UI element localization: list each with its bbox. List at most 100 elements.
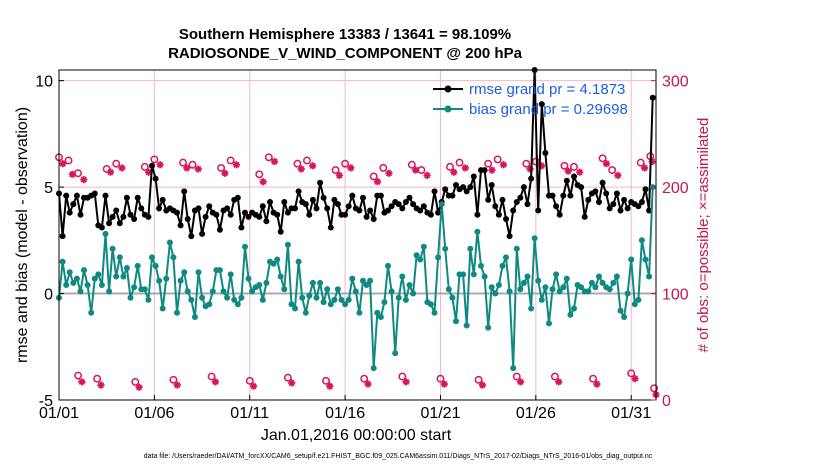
obs-assimilated-marker (614, 171, 622, 179)
rmse-point (188, 233, 195, 240)
bias-point (578, 284, 585, 291)
bias-point (352, 288, 359, 295)
obs-assimilated-stroke (462, 164, 469, 172)
rmse-point (435, 209, 442, 216)
obs-assimilated-marker (564, 167, 572, 175)
bias-point (149, 254, 155, 261)
obs-assimilated-stroke (80, 176, 87, 183)
bias-point (242, 243, 248, 250)
rmse-point (542, 150, 549, 156)
rmse-point (470, 173, 477, 180)
obs-assimilated-stroke (97, 381, 105, 389)
bias-point (141, 286, 148, 293)
rmse-point (520, 184, 527, 191)
obs-assimilated-stroke (488, 166, 496, 174)
obs-assimilated-stroke (565, 167, 572, 175)
bias-point (563, 275, 570, 282)
rmse-point (563, 177, 570, 184)
obs-assimilated-stroke (555, 378, 562, 386)
obs-possible-marker (188, 160, 197, 169)
rmse-point (578, 184, 585, 191)
obs-assimilated-marker (364, 380, 372, 388)
bias-point (621, 314, 628, 320)
obs-assimilated-marker (631, 375, 639, 383)
bias-point (635, 296, 642, 303)
obs-assimilated-marker (499, 161, 508, 169)
rmse-point (306, 211, 313, 218)
rmse-point (474, 211, 481, 218)
bias-point (503, 254, 509, 261)
obs-assimilated-stroke (374, 178, 381, 185)
rmse-point (324, 205, 331, 212)
rmse-point (613, 190, 620, 197)
obs-possible-marker (322, 376, 330, 385)
rmse-point (345, 203, 352, 210)
obs-assimilated-marker (145, 168, 153, 176)
bias-point (224, 294, 231, 301)
bias-point (481, 273, 488, 280)
bias-point (510, 365, 517, 372)
obs-assimilated-stroke (259, 178, 267, 185)
obs-assimilated-marker (173, 381, 181, 389)
rmse-point (503, 216, 509, 222)
rmse-point (592, 188, 599, 195)
rmse-point (302, 201, 309, 208)
obs-possible-marker (474, 375, 483, 384)
rmse-point (334, 201, 341, 208)
rmse-point (510, 207, 517, 214)
obs-assimilated-stroke (412, 166, 419, 174)
rmse-point (138, 205, 145, 212)
rmse-point (356, 207, 363, 214)
obs-possible-marker (570, 162, 578, 171)
obs-possible-marker (207, 372, 216, 381)
obs-assimilated-stroke (59, 160, 66, 167)
obs-possible-marker (484, 159, 493, 168)
obs-possible-marker (560, 161, 569, 170)
obs-assimilated-marker (97, 381, 105, 389)
obs-assimilated-marker (440, 380, 448, 388)
bias-point (449, 294, 456, 301)
rmse-point (177, 222, 184, 229)
bias-point (631, 301, 638, 308)
obs-assimilated-marker (288, 379, 296, 387)
obs-possible-marker (131, 377, 140, 386)
obs-assimilated-stroke (174, 381, 181, 389)
obs-assimilated-marker (347, 164, 355, 172)
obs-assimilated-marker (249, 382, 258, 390)
bias-point (263, 279, 270, 286)
obs-assimilated-stroke (641, 164, 648, 172)
obs-assimilated-marker (478, 381, 487, 389)
rmse-point (624, 205, 631, 212)
bias-point (231, 296, 238, 303)
rmse-point (431, 188, 438, 195)
rmse-point (442, 186, 449, 193)
bias-point (131, 284, 138, 291)
obs-assimilated-stroke (450, 169, 457, 176)
bias-point (98, 282, 105, 288)
rmse-point (342, 211, 349, 218)
rmse-point (59, 233, 66, 240)
rmse-point (638, 199, 645, 205)
rmse-point (109, 213, 116, 220)
bias-point (327, 301, 334, 308)
rmse-point (585, 196, 592, 203)
obs-assimilated-marker (593, 380, 601, 388)
obs-assimilated-stroke (364, 380, 372, 388)
x-tick-label: 01/11 (230, 405, 269, 422)
rmse-point (216, 226, 223, 233)
obs-possible-marker (341, 159, 350, 168)
bias-point (445, 286, 452, 293)
obs-assimilated-marker (385, 169, 393, 177)
rmse-point (102, 192, 109, 199)
bias-point (109, 245, 116, 252)
bias-point (567, 311, 574, 318)
bias-point (553, 271, 560, 278)
bias-point (113, 273, 120, 280)
y-tick-label: 10 (35, 74, 53, 91)
rmse-point (98, 224, 105, 231)
bias-point (295, 258, 302, 265)
bias-point (270, 260, 277, 267)
obs-assimilated-stroke (576, 169, 583, 176)
rmse-point (331, 196, 338, 203)
rmse-point (238, 224, 245, 231)
